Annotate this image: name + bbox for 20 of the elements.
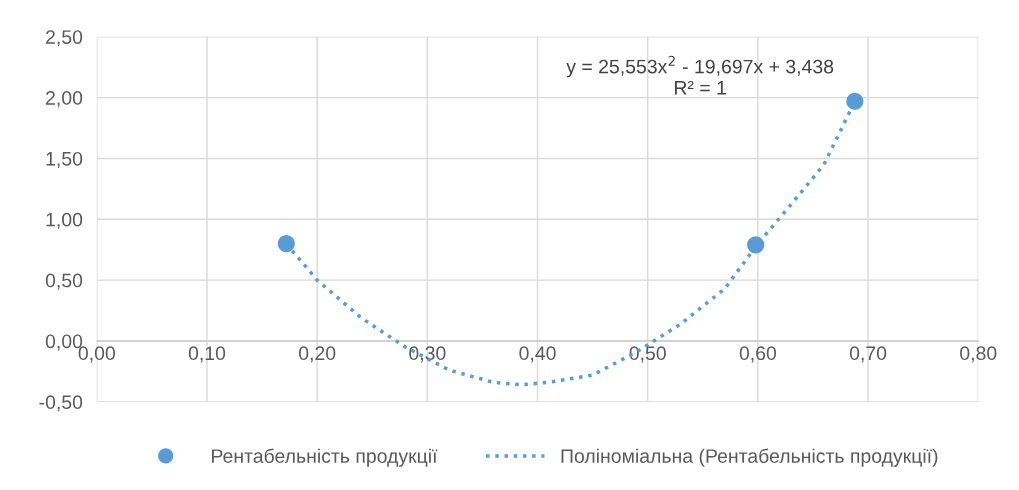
y-tick-label: -0,50 [39, 395, 83, 412]
y-tick-label: 2,50 [46, 30, 83, 47]
legend-label: Рентабельність продукції [212, 448, 438, 467]
point [277, 234, 295, 253]
point [747, 236, 765, 254]
y-tick-label: 1,50 [46, 151, 83, 168]
point [846, 92, 864, 110]
x-tick-label: 0,70 [849, 346, 887, 363]
legend-label: Поліноміальна (Рентабельність продукції) [561, 448, 938, 467]
y-tick-label: 0,50 [45, 273, 83, 290]
annotation: y = 25,553x$^{2}$ - 19,697x + 3,438 R² = 1 [566, 55, 834, 95]
x-tick-label: 0,20 [299, 346, 336, 363]
x-tick-label: 0,80 [960, 346, 997, 363]
x-tick-label: 0,30 [409, 346, 446, 363]
x-tick-label: 0,60 [739, 346, 777, 363]
x-tick-label: 0,50 [629, 346, 666, 363]
x-tick-label: 0,40 [519, 346, 556, 363]
y-tick-label: 1,00 [46, 212, 83, 229]
x-tick-label: 0,10 [188, 346, 226, 363]
y-tick-label: 2,00 [46, 91, 83, 108]
